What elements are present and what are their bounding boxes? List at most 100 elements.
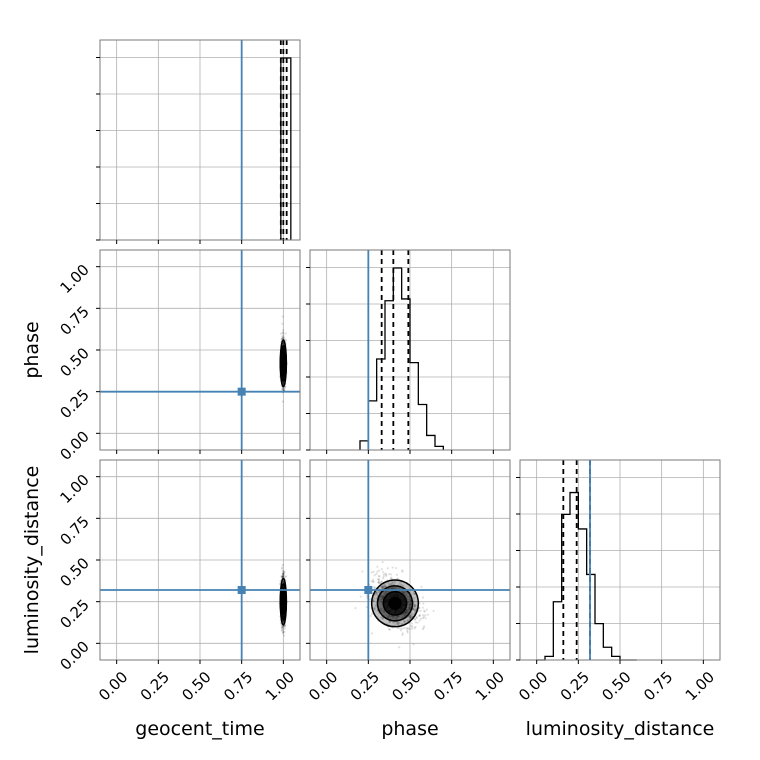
sample-point xyxy=(408,606,412,609)
sample-point xyxy=(379,581,382,585)
sample-point xyxy=(281,587,284,590)
sample-point xyxy=(384,585,387,588)
sample-point xyxy=(374,586,377,589)
sample-point xyxy=(381,594,384,597)
sample-point xyxy=(410,624,413,628)
sample-point xyxy=(410,627,413,630)
sample-point xyxy=(282,375,285,378)
sample-point xyxy=(282,347,285,350)
sample-point xyxy=(415,615,418,619)
sample-point xyxy=(281,625,284,628)
sample-point xyxy=(414,625,417,629)
sample-point xyxy=(381,595,384,598)
tick-label-x: 0.75 xyxy=(430,668,466,704)
sample-point xyxy=(379,608,383,611)
sample-point xyxy=(282,348,285,351)
sample-point xyxy=(387,583,391,586)
sample-point xyxy=(384,572,387,575)
tick-label-x: 0.00 xyxy=(95,668,131,704)
sample-point xyxy=(392,621,395,624)
sample-point xyxy=(376,565,379,568)
sample-point xyxy=(388,615,391,618)
sample-point xyxy=(390,576,393,579)
sample-point xyxy=(405,592,408,595)
sample-point xyxy=(416,621,419,624)
sample-point xyxy=(412,592,415,595)
sample-point xyxy=(280,575,283,578)
sample-point xyxy=(380,595,384,598)
sample-point xyxy=(408,617,411,620)
sample-point xyxy=(281,572,284,576)
sample-point xyxy=(422,602,425,605)
sample-point xyxy=(282,342,285,346)
sample-point xyxy=(281,387,284,390)
sample-point xyxy=(282,620,285,623)
sample-point xyxy=(374,604,378,607)
sample-point xyxy=(408,615,411,618)
sample-point xyxy=(381,586,384,589)
sample-point xyxy=(401,584,404,587)
sample-point xyxy=(408,627,411,630)
sample-point xyxy=(405,595,408,598)
sample-point xyxy=(280,626,283,629)
sample-point xyxy=(426,613,429,616)
sample-point xyxy=(282,349,285,352)
sample-point xyxy=(281,315,284,318)
tick-label-y: 0.50 xyxy=(56,344,92,380)
histogram-step xyxy=(359,267,444,450)
sample-point xyxy=(378,575,381,578)
tick-label-x: 0.25 xyxy=(137,668,173,704)
sample-point xyxy=(393,617,396,620)
sample-point xyxy=(414,610,417,613)
sample-point xyxy=(396,615,400,618)
sample-point xyxy=(412,607,415,610)
truth-marker xyxy=(364,586,373,594)
sample-point xyxy=(393,621,396,624)
sample-point xyxy=(404,627,408,630)
sample-point xyxy=(411,613,414,616)
sample-point xyxy=(365,606,368,609)
sample-point xyxy=(402,614,406,617)
sample-point xyxy=(432,609,435,613)
sample-point xyxy=(281,336,284,339)
sample-point xyxy=(282,381,285,384)
sample-point xyxy=(382,595,385,598)
sample-point xyxy=(281,348,285,351)
sample-point xyxy=(398,621,401,624)
sample-point xyxy=(381,617,384,620)
sample-point xyxy=(282,586,285,590)
sample-point xyxy=(281,619,285,623)
sample-point xyxy=(382,611,386,614)
sample-point xyxy=(400,616,403,619)
sample-point xyxy=(389,573,393,576)
sample-point xyxy=(284,339,288,342)
x-axis-title-luminosity_distance: luminosity_distance xyxy=(526,718,715,740)
sample-point xyxy=(409,616,412,619)
sample-point xyxy=(395,616,398,620)
sample-point xyxy=(388,583,392,586)
sample-point xyxy=(280,575,283,579)
sample-point xyxy=(404,612,407,615)
sample-point xyxy=(394,566,398,570)
density-contour xyxy=(279,356,288,370)
sample-point xyxy=(389,620,392,624)
sample-point xyxy=(381,560,384,564)
sample-point xyxy=(372,599,375,602)
sample-point xyxy=(403,591,406,594)
scatter-panel-phase-luminosity_distance: 0.00 0.25 0.50 0.75 1.00 xyxy=(305,459,511,704)
sample-point xyxy=(282,620,285,623)
sample-point xyxy=(405,611,409,615)
sample-point xyxy=(385,591,388,594)
sample-point xyxy=(413,592,416,596)
sample-point xyxy=(380,580,383,583)
sample-point xyxy=(283,634,286,637)
sample-point xyxy=(282,381,285,384)
sample-point xyxy=(384,592,387,595)
sample-point xyxy=(381,617,384,620)
sample-point xyxy=(381,610,384,613)
sample-point xyxy=(388,620,391,623)
tick-label-x: 0.75 xyxy=(220,668,256,704)
sample-point xyxy=(382,584,385,587)
sample-point xyxy=(409,600,412,603)
sample-point xyxy=(388,628,391,631)
